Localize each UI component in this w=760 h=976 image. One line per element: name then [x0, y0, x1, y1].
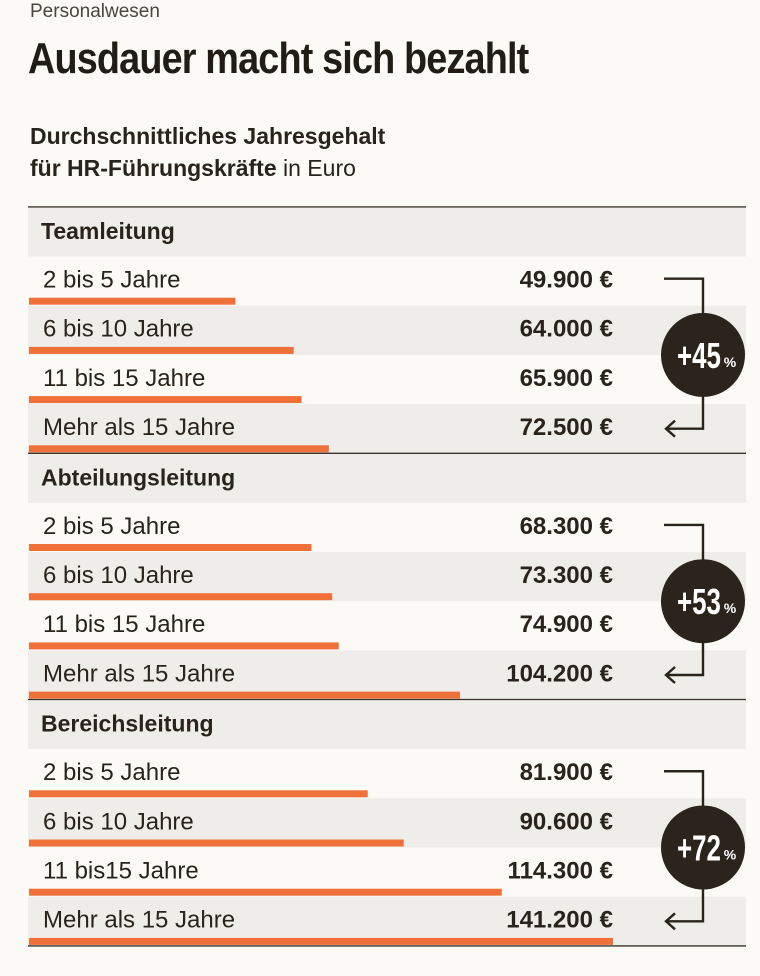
group-header-band [28, 207, 746, 257]
subtitle-unit: in Euro [276, 155, 356, 181]
value-label: 68.300 € [520, 513, 613, 540]
bar [29, 888, 502, 896]
row-label: 2 bis 5 Jahre [43, 759, 180, 786]
row-label: 11 bis 15 Jahre [43, 611, 205, 638]
bar [29, 593, 333, 601]
change-badge [661, 312, 745, 397]
group-header-band [28, 454, 746, 503]
bar [29, 642, 339, 650]
table-row-shade [28, 798, 746, 848]
group-title: Abteilungsleitung [41, 464, 235, 490]
value-label: 114.300 € [508, 858, 613, 885]
bar [29, 445, 329, 453]
value-label: 104.200 € [506, 660, 613, 687]
value-label: 74.900 € [520, 611, 613, 638]
value-label: 90.600 € [520, 808, 613, 835]
table-row-shade [28, 305, 746, 355]
row-label: 11 bis15 Jahre [43, 858, 199, 885]
bracket-arrowhead [664, 912, 676, 931]
row-label: 11 bis 15 Jahre [43, 365, 205, 392]
row-label: 2 bis 5 Jahre [43, 513, 180, 540]
subtitle-line-1: Durchschnittliches Jahresgehalt [30, 123, 386, 149]
row-label: 6 bis 10 Jahre [43, 808, 194, 835]
bar [29, 691, 460, 699]
change-percent: +72 [677, 828, 721, 868]
value-label: 65.900 € [520, 365, 613, 392]
bar [29, 346, 294, 354]
row-label: Mehr als 15 Jahre [43, 414, 235, 441]
value-label: 73.300 € [520, 562, 613, 589]
bar [29, 839, 404, 847]
table-row-shade [28, 650, 746, 700]
row-label: 6 bis 10 Jahre [43, 316, 194, 343]
change-badge [661, 559, 745, 644]
subtitle: Durchschnittliches Jahresgehalt für HR-F… [30, 120, 385, 184]
group-title: Bereichsleitung [41, 711, 214, 737]
bracket-arrowhead [664, 419, 676, 438]
table-row-shade [28, 404, 746, 454]
bar [29, 937, 613, 945]
bracket-arrowhead [664, 666, 676, 684]
group-header-band [28, 700, 746, 750]
bar [29, 297, 236, 305]
bar [29, 544, 312, 551]
kicker: Personalwesen [30, 1, 160, 22]
subtitle-line-2: für HR-Führungskräfte [30, 155, 277, 181]
change-percent-unit: % [724, 354, 737, 370]
change-percent: +53 [677, 582, 721, 622]
table-row-shade [28, 896, 746, 946]
value-label: 64.000 € [520, 316, 613, 343]
value-label: 141.200 € [506, 907, 613, 934]
change-percent-unit: % [724, 600, 737, 616]
value-label: 81.900 € [520, 759, 613, 786]
bar [29, 396, 302, 404]
row-label: 6 bis 10 Jahre [43, 562, 194, 589]
change-percent: +45 [677, 336, 721, 376]
group-title: Teamleitung [41, 218, 175, 244]
row-label: Mehr als 15 Jahre [43, 907, 235, 934]
change-percent-unit: % [724, 847, 737, 863]
row-label: Mehr als 15 Jahre [43, 660, 235, 687]
table-row-shade [28, 552, 746, 602]
value-label: 72.500 € [520, 414, 613, 441]
bar [29, 790, 368, 798]
row-label: 2 bis 5 Jahre [43, 267, 180, 294]
value-label: 49.900 € [520, 267, 613, 294]
change-badge [661, 805, 745, 890]
headline: Ausdauer macht sich bezahlt [28, 34, 529, 83]
